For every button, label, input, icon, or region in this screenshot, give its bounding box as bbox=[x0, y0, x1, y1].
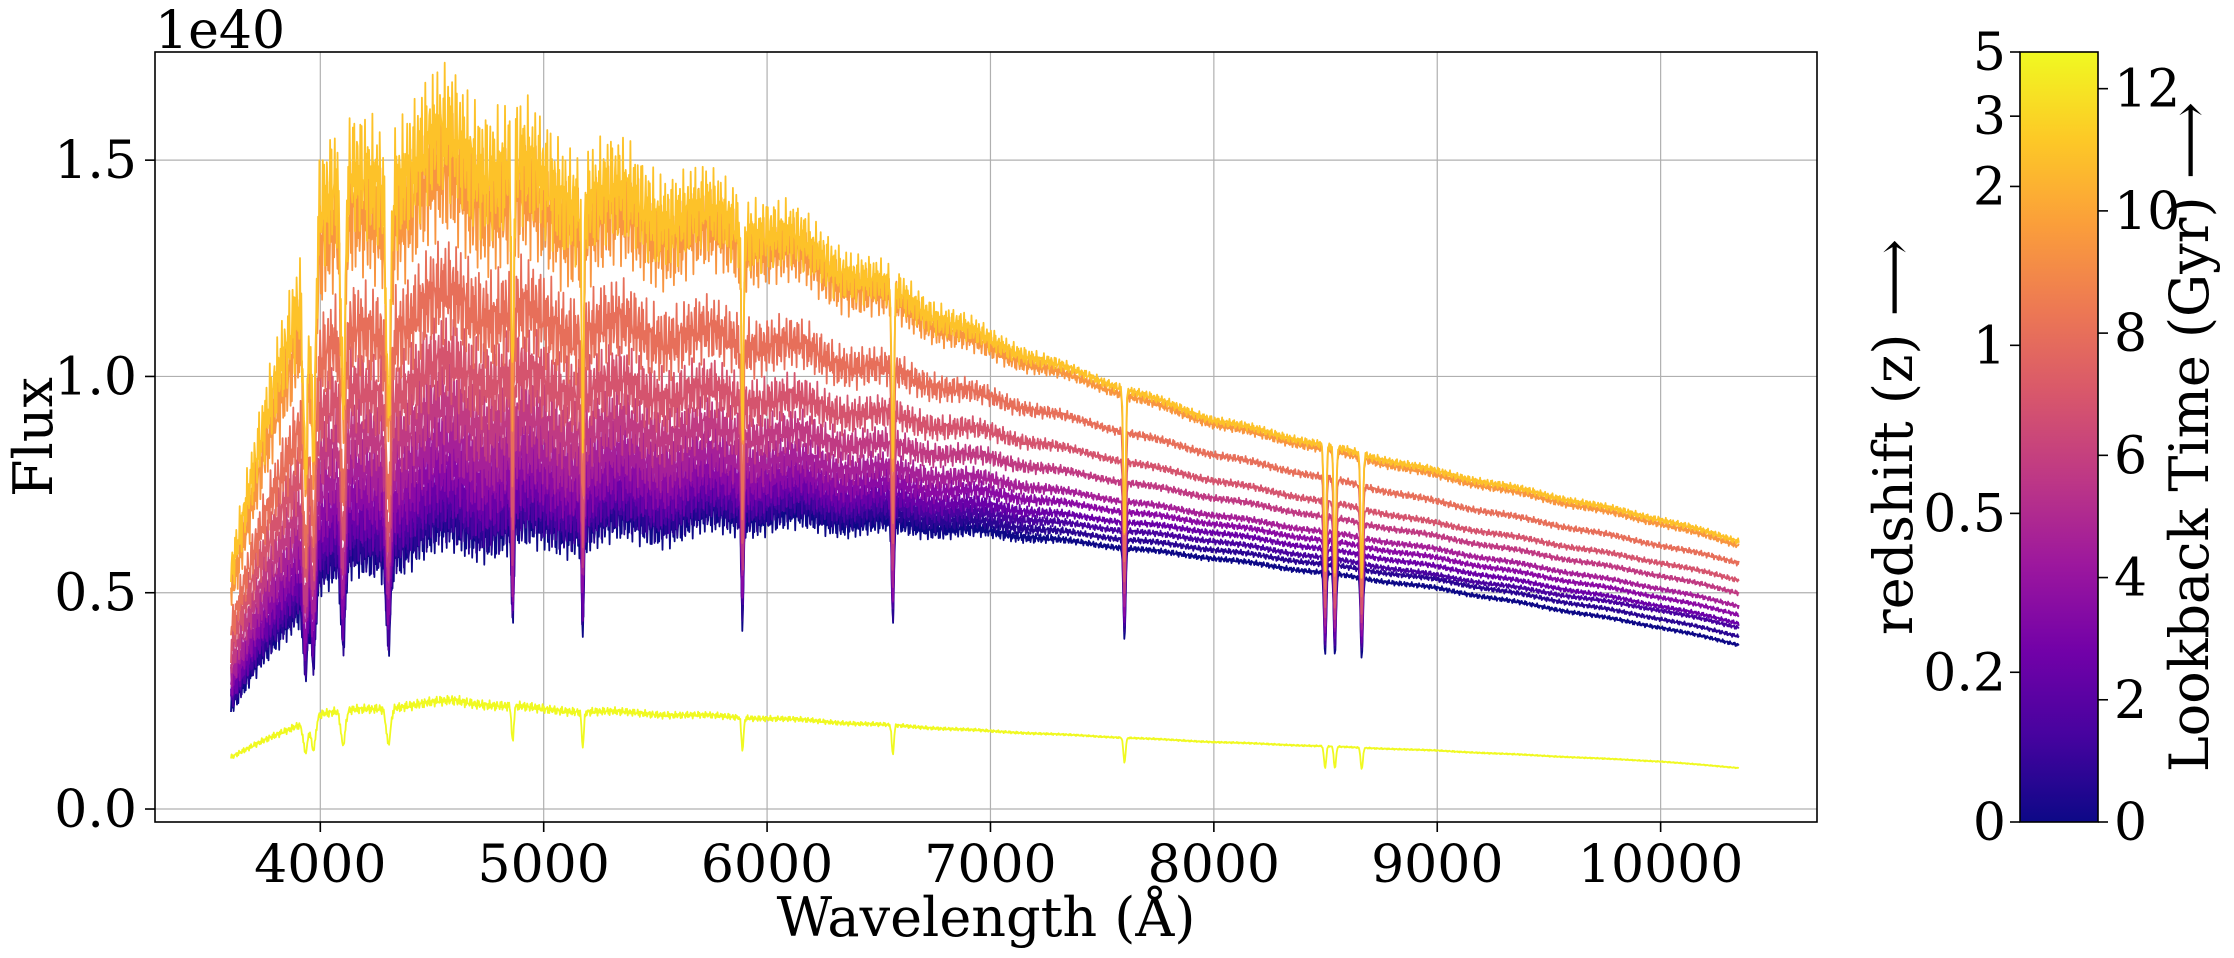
x-tick-label: 4000 bbox=[254, 835, 386, 895]
y-tick-label: 0.0 bbox=[54, 780, 137, 840]
spectrum-line bbox=[230, 363, 1740, 674]
y-tick-label: 1.0 bbox=[54, 347, 137, 407]
x-tick-label: 8000 bbox=[1148, 835, 1280, 895]
colorbar-redshift-tick-label: 3 bbox=[1973, 87, 2006, 147]
y-axis-label: Flux bbox=[2, 377, 65, 497]
y-axis-ticks: 0.0 0.5 1.0 1.5 bbox=[54, 131, 155, 840]
colorbar-lookback-label: Lookback Time (Gyr) ⟶ bbox=[2158, 102, 2221, 772]
y-tick-label: 1.5 bbox=[54, 131, 137, 191]
x-axis-ticks: 4000 5000 6000 7000 8000 9000 10000 bbox=[254, 822, 1743, 895]
y-offset-label: 1e40 bbox=[155, 1, 285, 61]
colorbar-lookback-ticks: 0 2 4 6 8 10 12 bbox=[2098, 60, 2180, 853]
x-tick-label: 6000 bbox=[701, 835, 833, 895]
colorbar-redshift-tick-label: 5 bbox=[1973, 23, 2006, 83]
y-tick-label: 0.5 bbox=[54, 564, 137, 624]
plot-frame bbox=[154, 51, 1818, 823]
x-tick-label: 9000 bbox=[1371, 835, 1503, 895]
spectrum-line bbox=[230, 317, 1740, 664]
colorbar-redshift-tick-label: 2 bbox=[1973, 157, 2006, 217]
colorbar-lookback-tick-label: 2 bbox=[2114, 671, 2147, 731]
colorbar-redshift-tick-label: 0.5 bbox=[1923, 484, 2006, 544]
colorbar-lookback-tick-label: 8 bbox=[2114, 304, 2147, 364]
colorbar-lookback-tick-label: 12 bbox=[2114, 60, 2180, 120]
plot-area bbox=[230, 61, 1740, 770]
x-tick-label: 10000 bbox=[1578, 835, 1743, 895]
colorbar-redshift-ticks: 0 0.2 0.5 1 2 35 bbox=[1923, 23, 2020, 853]
colorbar-lookback-tick-label: 4 bbox=[2114, 549, 2147, 609]
colorbar-redshift-tick-label: 1 bbox=[1973, 316, 2006, 376]
colorbar-redshift-tick-label: 0.2 bbox=[1923, 643, 2006, 703]
spectrum-line bbox=[230, 240, 1740, 636]
x-axis-label: Wavelength (Å) bbox=[777, 884, 1196, 949]
x-tick-label: 5000 bbox=[478, 835, 610, 895]
spectrum-line bbox=[230, 694, 1740, 770]
spectrum-line bbox=[230, 61, 1740, 585]
spectrum-line bbox=[230, 481, 1740, 708]
spectrum-line bbox=[230, 405, 1740, 688]
colorbar-gradient bbox=[2019, 51, 2099, 823]
colorbar-lookback-tick-label: 0 bbox=[2114, 793, 2147, 853]
colorbar-redshift-label: redshift (z) ⟶ bbox=[1862, 239, 1925, 635]
x-tick-label: 7000 bbox=[924, 835, 1056, 895]
colorbar-lookback-tick-label: 10 bbox=[2114, 182, 2180, 242]
spectrum-line bbox=[230, 112, 1740, 606]
colorbar-redshift-tick-label: 0 bbox=[1973, 793, 2006, 853]
colorbar-lookback-tick-label: 6 bbox=[2114, 426, 2147, 486]
